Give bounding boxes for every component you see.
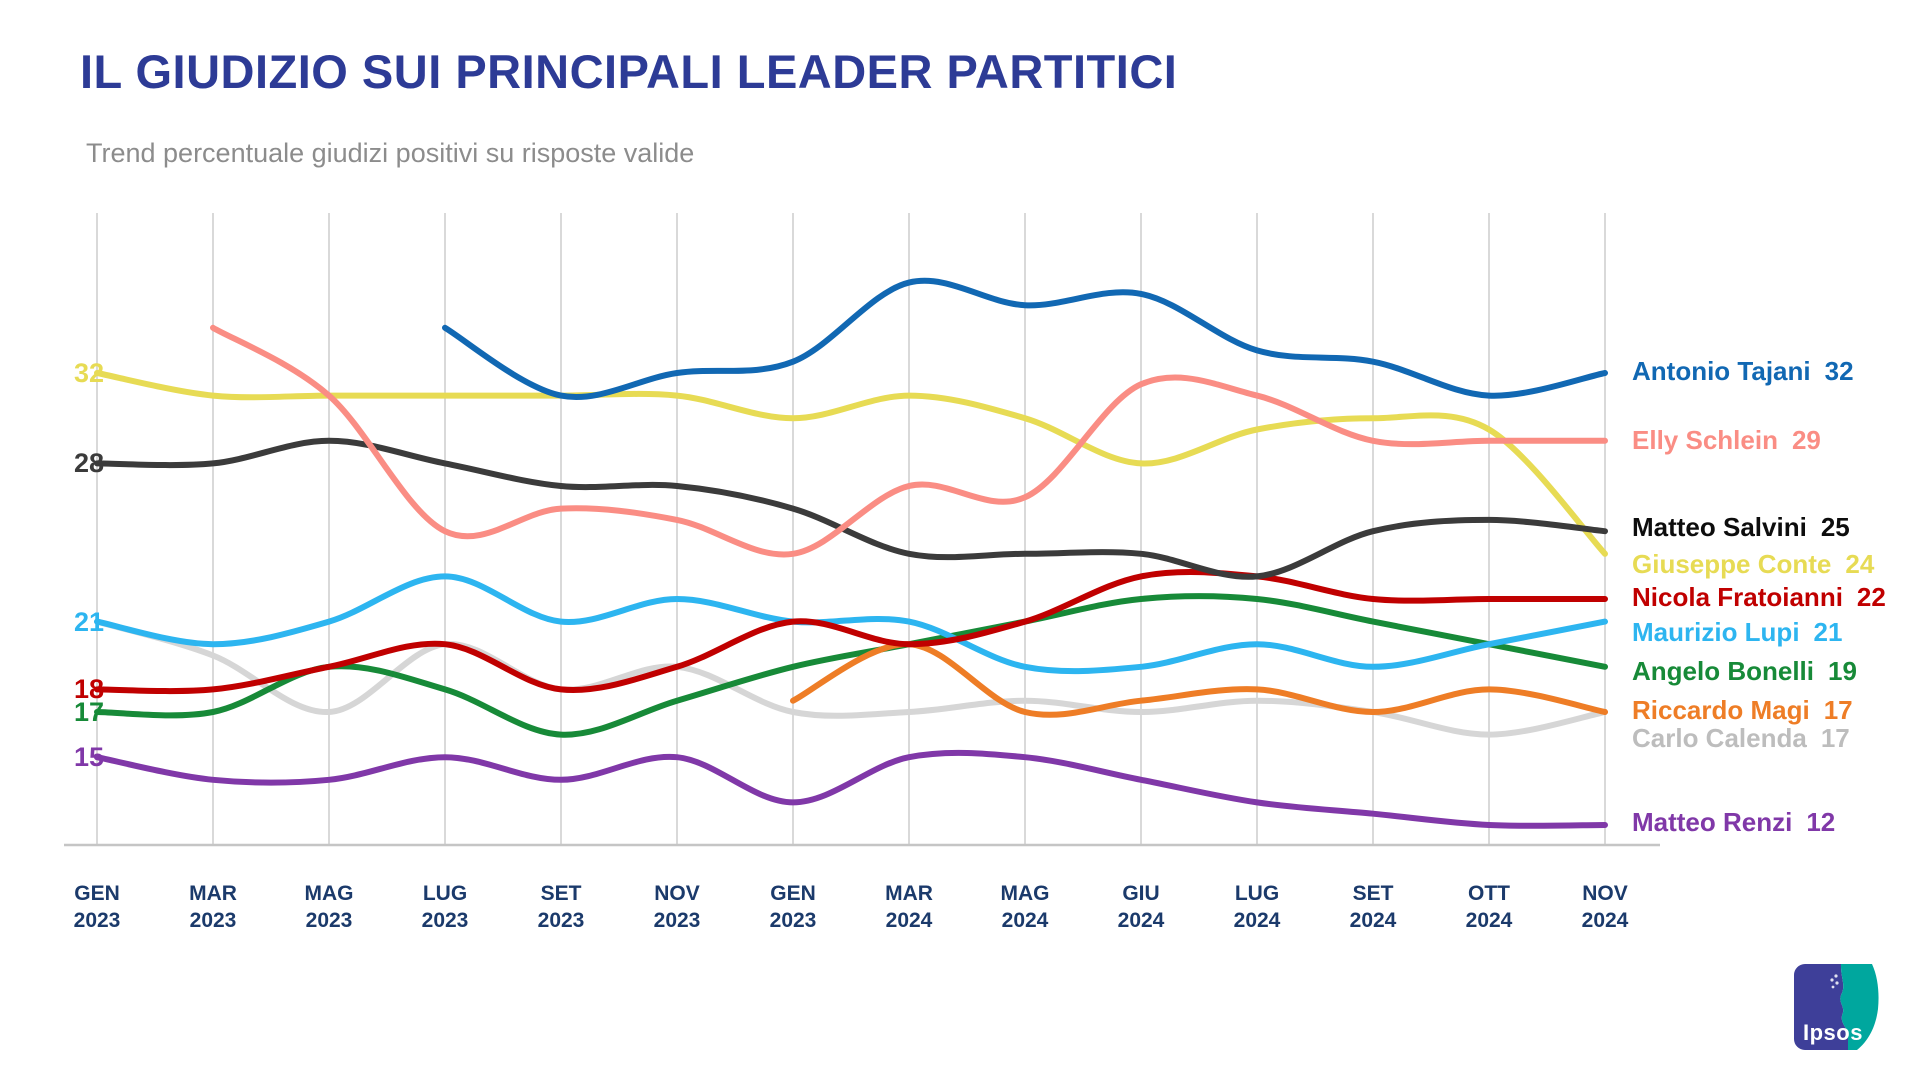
- x-tick-month: LUG: [422, 882, 468, 905]
- legend-value: 29: [1791, 425, 1821, 455]
- x-tick-month: NOV: [654, 882, 700, 905]
- x-tick-set-2023-4: SET 2023: [503, 880, 619, 934]
- left-axis-label-matteo-renzi: 15: [73, 742, 104, 773]
- x-tick-month: MAR: [885, 882, 933, 905]
- series-line-maurizio-lupi: [94, 573, 1608, 675]
- legend-item-carlo-calenda: Carlo Calenda 17: [1632, 721, 1850, 755]
- legend-item-riccardo-magi: Riccardo Magi 17: [1632, 693, 1853, 727]
- legend-item-matteo-salvini: Matteo Salvini 25: [1632, 510, 1850, 544]
- series-line-elly-schlein: [210, 324, 1608, 558]
- ipsos-logo-text: Ipsos: [1803, 1020, 1863, 1045]
- legend-name: Carlo Calenda: [1632, 723, 1807, 753]
- x-tick-mar-2024-7: MAR 2024: [851, 880, 967, 934]
- x-tick-year: 2024: [1117, 909, 1165, 932]
- left-axis-label-maurizio-lupi: 21: [73, 606, 104, 637]
- legend-name: Riccardo Magi: [1632, 695, 1810, 725]
- legend-value: 21: [1813, 617, 1843, 647]
- legend-value: 22: [1856, 582, 1886, 612]
- x-tick-month: GEN: [74, 882, 120, 905]
- legend-value: 25: [1820, 512, 1850, 542]
- x-tick-month: MAR: [189, 882, 237, 905]
- legend-name: Nicola Fratoianni: [1632, 582, 1843, 612]
- x-tick-year: 2023: [421, 909, 469, 932]
- ipsos-logo: Ipsos: [1794, 964, 1880, 1050]
- x-tick-ott-2024-12: OTT 2024: [1431, 880, 1547, 934]
- x-tick-month: SET: [1352, 882, 1394, 905]
- left-axis-label-giuseppe-conte: 32: [73, 358, 104, 388]
- x-tick-month: SET: [540, 882, 582, 905]
- left-axis-label-nicola-fratoianni: 18: [73, 674, 104, 705]
- x-tick-month: NOV: [1582, 882, 1628, 905]
- legend-name: Maurizio Lupi: [1632, 617, 1800, 647]
- legend-name: Matteo Renzi: [1632, 807, 1793, 837]
- legend-item-elly-schlein: Elly Schlein 29: [1632, 423, 1821, 457]
- x-tick-gen-2023-6: GEN 2023: [735, 880, 851, 934]
- x-tick-year: 2023: [653, 909, 701, 932]
- legend-name: Matteo Salvini: [1632, 512, 1807, 542]
- x-tick-month: LUG: [1234, 882, 1280, 905]
- series-line-antonio-tajani: [442, 277, 1608, 400]
- legend-value: 19: [1828, 656, 1857, 686]
- page-subtitle: Trend percentuale giudizi positivi su ri…: [86, 138, 695, 168]
- x-tick-year: 2023: [73, 909, 121, 932]
- x-tick-month: MAG: [304, 882, 354, 905]
- x-tick-mar-2023-1: MAR 2023: [155, 880, 271, 934]
- legend-name: Elly Schlein: [1632, 425, 1778, 455]
- x-tick-nov-2024-13: NOV 2024: [1547, 880, 1663, 934]
- x-tick-giu-2024-9: GIU 2024: [1083, 880, 1199, 934]
- series-line-nicola-fratoianni: [94, 569, 1608, 695]
- ipsos-logo-graphic: [1794, 964, 1879, 1050]
- x-tick-year: 2024: [1465, 909, 1513, 932]
- legend-item-matteo-renzi: Matteo Renzi 12: [1632, 805, 1835, 839]
- legend-item-nicola-fratoianni: Nicola Fratoianni 22: [1632, 580, 1886, 614]
- x-tick-month: GIU: [1122, 882, 1160, 905]
- legend-item-maurizio-lupi: Maurizio Lupi 21: [1632, 615, 1842, 649]
- x-tick-year: 2024: [1349, 909, 1397, 932]
- x-tick-year: 2024: [885, 909, 933, 932]
- x-tick-nov-2023-5: NOV 2023: [619, 880, 735, 934]
- legend-item-giuseppe-conte: Giuseppe Conte 24: [1632, 547, 1874, 581]
- series-line-giuseppe-conte: [94, 370, 1608, 557]
- legend-name: Giuseppe Conte: [1632, 549, 1832, 579]
- x-tick-year: 2024: [1233, 909, 1281, 932]
- x-tick-month: MAG: [1000, 882, 1050, 905]
- x-tick-month: OTT: [1468, 882, 1510, 905]
- x-tick-set-2024-11: SET 2024: [1315, 880, 1431, 934]
- legend-value: 24: [1845, 549, 1875, 579]
- left-axis-label-angelo-bonelli: 17: [73, 697, 104, 727]
- x-tick-year: 2024: [1001, 909, 1049, 932]
- legend-name: Angelo Bonelli: [1632, 656, 1814, 686]
- legend-value: 32: [1824, 356, 1854, 386]
- legend-value: 17: [1823, 695, 1853, 725]
- x-tick-mag-2023-2: MAG 2023: [271, 880, 387, 934]
- series-line-matteo-salvini: [94, 437, 1608, 580]
- x-tick-year: 2023: [537, 909, 585, 932]
- x-tick-year: 2023: [189, 909, 237, 932]
- x-tick-year: 2024: [1581, 909, 1629, 932]
- page-title: IL GIUDIZIO SUI PRINCIPALI LEADER PARTIT…: [80, 45, 1178, 98]
- series-line-carlo-calenda: [94, 618, 1608, 738]
- x-tick-year: 2023: [769, 909, 817, 932]
- legend-item-antonio-tajani: Antonio Tajani 32: [1632, 354, 1854, 388]
- x-tick-gen-2023-0: GEN 2023: [39, 880, 155, 934]
- series-line-matteo-renzi: [94, 749, 1608, 829]
- legend-item-angelo-bonelli: Angelo Bonelli 19: [1632, 654, 1857, 688]
- x-tick-mag-2024-8: MAG 2024: [967, 880, 1083, 934]
- x-tick-month: GEN: [770, 882, 816, 905]
- x-tick-lug-2023-3: LUG 2023: [387, 880, 503, 934]
- left-axis-label-matteo-salvini: 28: [73, 448, 104, 479]
- x-tick-lug-2024-10: LUG 2024: [1199, 880, 1315, 934]
- legend-value: 17: [1820, 723, 1850, 753]
- legend-name: Antonio Tajani: [1632, 356, 1811, 386]
- legend-value: 12: [1806, 807, 1836, 837]
- x-tick-year: 2023: [305, 909, 353, 932]
